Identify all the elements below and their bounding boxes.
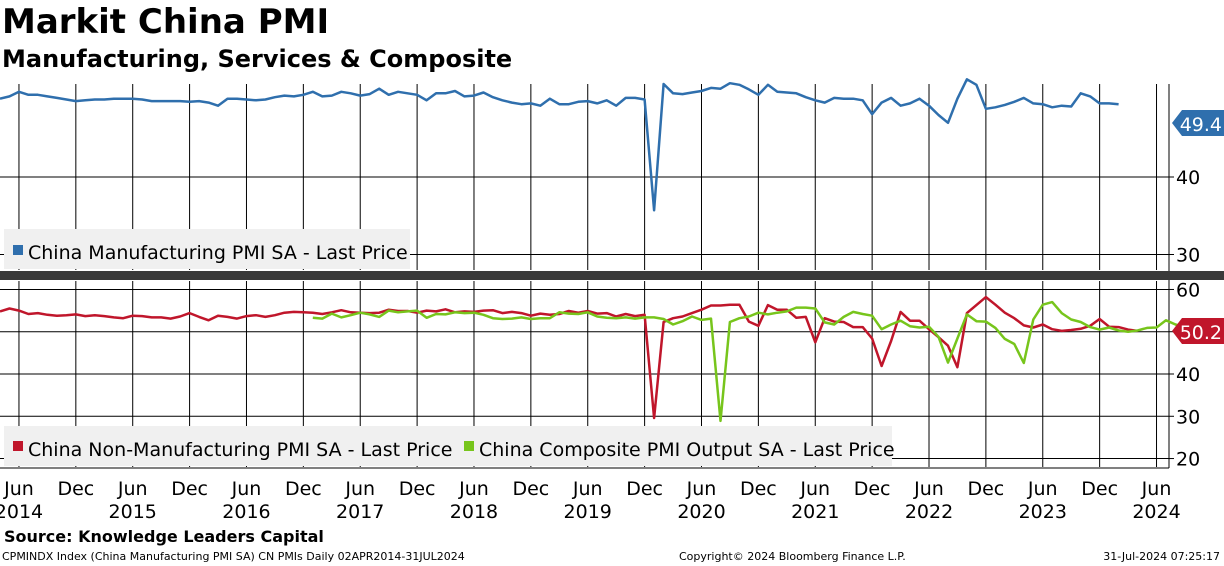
x-year-label: 2014	[0, 501, 43, 523]
x-tick-label: Dec	[740, 478, 777, 500]
x-year-label: 2020	[677, 501, 725, 523]
top-panel-grid	[0, 84, 1169, 270]
source-note: Source: Knowledge Leaders Capital	[4, 527, 324, 546]
top-last-value-label: 49.4	[1180, 114, 1222, 136]
x-tick-label: Jun	[913, 478, 944, 500]
non-manufacturing-legend-swatch	[13, 441, 23, 451]
x-tick-label: Jun	[1141, 478, 1172, 500]
x-tick-label: Jun	[799, 478, 830, 500]
top-legend: China Manufacturing PMI SA - Last Price	[4, 229, 410, 269]
series-layer	[0, 78, 1205, 423]
chart-subtitle: Manufacturing, Services & Composite	[2, 45, 513, 73]
x-year-label: 2018	[450, 501, 498, 523]
composite-legend-swatch	[464, 441, 474, 451]
x-tick-label: Dec	[1081, 478, 1118, 500]
bottom-last-value-badge: 50.2	[1172, 318, 1224, 344]
index-info: CPMINDX Index (China Manufacturing PMI S…	[2, 550, 465, 563]
x-tick-label: Dec	[285, 478, 322, 500]
x-tick-label: Jun	[572, 478, 603, 500]
non-manufacturing-pmi-line	[0, 295, 1138, 420]
x-tick-label: Jun	[344, 478, 375, 500]
top-y-tick-label: 40	[1176, 167, 1200, 189]
x-year-label: 2021	[791, 501, 839, 523]
composite-legend-label: China Composite PMI Output SA - Last Pri…	[479, 439, 895, 461]
bottom-y-tick-label: 20	[1176, 449, 1200, 471]
x-tick-label: Dec	[512, 478, 549, 500]
x-year-label: 2019	[564, 501, 612, 523]
bottom-y-tick-label: 40	[1176, 364, 1200, 386]
x-tick-label: Jun	[686, 478, 717, 500]
x-tick-label: Jun	[3, 478, 34, 500]
x-year-label: 2015	[109, 501, 157, 523]
panel-separator	[0, 271, 1224, 280]
x-tick-label: Dec	[399, 478, 436, 500]
x-year-label: 2017	[336, 501, 384, 523]
bottom-y-tick-label: 30	[1176, 406, 1200, 428]
x-tick-label: Jun	[1027, 478, 1058, 500]
x-tick-label: Dec	[967, 478, 1004, 500]
x-tick-label: Dec	[854, 478, 891, 500]
x-tick-label: Jun	[117, 478, 148, 500]
timestamp: 31-Jul-2024 07:25:17	[1103, 550, 1220, 563]
top-last-value-shape	[1172, 110, 1224, 136]
copyright-note: Copyright© 2024 Bloomberg Finance L.P.	[679, 550, 906, 563]
x-year-label: 2024	[1132, 501, 1180, 523]
bottom-last-value-shape	[1172, 318, 1224, 344]
x-year-label: 2023	[1019, 501, 1067, 523]
chart-title: Markit China PMI	[2, 2, 330, 42]
top-y-tick-label: 30	[1176, 245, 1200, 267]
top-legend-box	[4, 229, 410, 269]
bottom-legend-box	[4, 426, 892, 466]
x-tick-label: Dec	[57, 478, 94, 500]
composite-pmi-line	[312, 300, 1205, 423]
bottom-legend: China Non-Manufacturing PMI SA - Last Pr…	[4, 426, 895, 466]
non-manufacturing-legend-label: China Non-Manufacturing PMI SA - Last Pr…	[28, 439, 452, 461]
top-last-value-badge: 49.4	[1172, 110, 1224, 136]
x-tick-label: Jun	[458, 478, 489, 500]
x-tick-label: Dec	[626, 478, 663, 500]
x-year-label: 2022	[905, 501, 953, 523]
manufacturing-legend-label: China Manufacturing PMI SA - Last Price	[28, 242, 408, 264]
manufacturing-legend-swatch	[13, 245, 23, 255]
bottom-last-value-label: 50.2	[1180, 322, 1222, 344]
x-tick-label: Jun	[231, 478, 262, 500]
manufacturing-pmi-line	[0, 78, 1119, 212]
bottom-y-tick-label: 60	[1176, 279, 1200, 301]
x-tick-label: Dec	[171, 478, 208, 500]
x-year-label: 2016	[222, 501, 270, 523]
